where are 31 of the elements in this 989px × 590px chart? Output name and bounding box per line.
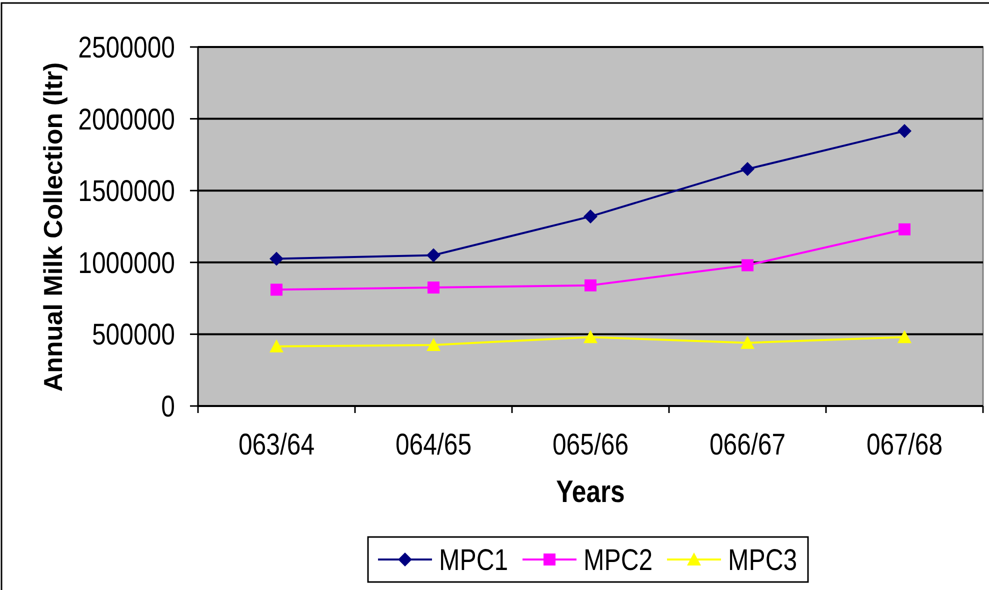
x-tick-label: 065/66 — [552, 427, 629, 462]
legend-label: MPC2 — [584, 542, 653, 577]
x-tick-label: 064/65 — [395, 427, 472, 462]
point — [270, 284, 282, 296]
point — [426, 248, 440, 262]
x-tick-label: 067/68 — [866, 427, 943, 462]
y-tick-label: 2500000 — [78, 30, 175, 64]
point — [742, 259, 754, 272]
point — [584, 279, 596, 292]
point — [898, 330, 912, 344]
legend-label: MPC1 — [439, 542, 508, 577]
point — [584, 330, 598, 344]
legend-label: MPC3 — [728, 542, 798, 577]
point — [428, 282, 440, 294]
y-axis-title: Annual Milk Collection (ltr) — [38, 62, 68, 392]
y-tick-label: 2000000 — [78, 102, 175, 136]
point — [426, 338, 440, 351]
point — [898, 223, 910, 236]
point — [898, 124, 912, 138]
point — [740, 162, 754, 176]
x-axis-title: Years — [556, 474, 625, 510]
point — [270, 339, 284, 352]
y-tick-label: 1000000 — [78, 246, 175, 280]
point — [740, 336, 754, 349]
y-tick-label: 0 — [161, 389, 175, 424]
x-tick-label: 066/67 — [709, 427, 786, 462]
y-tick-label: 1500000 — [78, 174, 175, 208]
point — [270, 252, 284, 266]
x-tick-label: 063/64 — [238, 427, 315, 462]
y-tick-label: 500000 — [92, 317, 175, 352]
point — [584, 209, 598, 224]
